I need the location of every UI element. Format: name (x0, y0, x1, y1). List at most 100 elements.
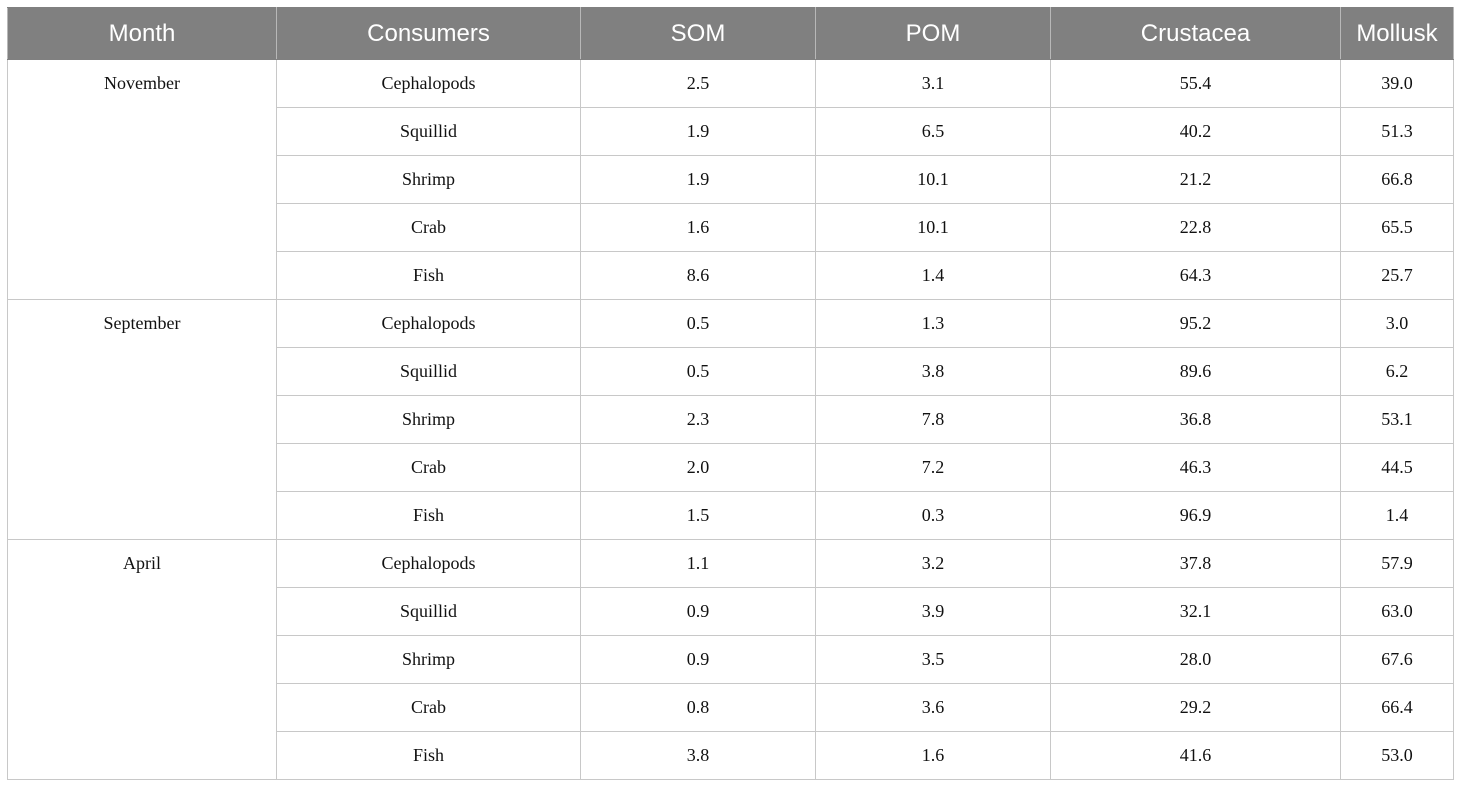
consumer-cell: Fish (276, 731, 581, 780)
header-month: Month (7, 7, 277, 60)
table-header: Month Consumers SOM POM Crustacea Mollus… (7, 7, 1454, 60)
consumer-cell: Crab (276, 683, 581, 732)
mollusk-cell: 67.6 (1340, 635, 1454, 684)
table-row: Fish 1.5 0.3 96.9 1.4 (7, 491, 1454, 540)
mollusk-cell: 44.5 (1340, 443, 1454, 492)
table-body: November Cephalopods 2.5 3.1 55.4 39.0 Squilli… (7, 59, 1454, 780)
som-cell: 0.9 (580, 587, 816, 636)
crustacea-cell: 22.8 (1050, 203, 1341, 252)
pom-cell: 10.1 (815, 155, 1051, 204)
month-cell (7, 587, 277, 636)
som-cell: 0.8 (580, 683, 816, 732)
pom-cell: 10.1 (815, 203, 1051, 252)
som-cell: 8.6 (580, 251, 816, 300)
mollusk-cell: 6.2 (1340, 347, 1454, 396)
mollusk-cell: 63.0 (1340, 587, 1454, 636)
data-table: Month Consumers SOM POM Crustacea Mollus… (7, 7, 1454, 780)
consumer-cell: Cephalopods (276, 539, 581, 588)
crustacea-cell: 37.8 (1050, 539, 1341, 588)
pom-cell: 1.4 (815, 251, 1051, 300)
som-cell: 0.5 (580, 347, 816, 396)
month-cell: April (7, 539, 277, 588)
month-cell (7, 635, 277, 684)
month-cell (7, 683, 277, 732)
crustacea-cell: 29.2 (1050, 683, 1341, 732)
pom-cell: 3.6 (815, 683, 1051, 732)
crustacea-cell: 32.1 (1050, 587, 1341, 636)
header-consumers: Consumers (276, 7, 581, 60)
mollusk-cell: 25.7 (1340, 251, 1454, 300)
table-row: Shrimp 2.3 7.8 36.8 53.1 (7, 395, 1454, 444)
mollusk-cell: 1.4 (1340, 491, 1454, 540)
month-cell (7, 251, 277, 300)
consumer-cell: Shrimp (276, 635, 581, 684)
table-row: Fish 8.6 1.4 64.3 25.7 (7, 251, 1454, 300)
crustacea-cell: 21.2 (1050, 155, 1341, 204)
som-cell: 1.6 (580, 203, 816, 252)
table-row: Squillid 0.5 3.8 89.6 6.2 (7, 347, 1454, 396)
consumer-cell: Cephalopods (276, 59, 581, 108)
table-row: Crab 1.6 10.1 22.8 65.5 (7, 203, 1454, 252)
consumer-cell: Fish (276, 251, 581, 300)
som-cell: 3.8 (580, 731, 816, 780)
mollusk-cell: 66.4 (1340, 683, 1454, 732)
table-row: November Cephalopods 2.5 3.1 55.4 39.0 (7, 59, 1454, 108)
som-cell: 0.9 (580, 635, 816, 684)
table-row: Crab 2.0 7.2 46.3 44.5 (7, 443, 1454, 492)
header-pom: POM (815, 7, 1051, 60)
crustacea-cell: 28.0 (1050, 635, 1341, 684)
month-cell (7, 443, 277, 492)
consumer-cell: Crab (276, 203, 581, 252)
consumer-cell: Cephalopods (276, 299, 581, 348)
table-row: Squillid 0.9 3.9 32.1 63.0 (7, 587, 1454, 636)
consumer-cell: Squillid (276, 107, 581, 156)
pom-cell: 7.8 (815, 395, 1051, 444)
crustacea-cell: 40.2 (1050, 107, 1341, 156)
table-row: Squillid 1.9 6.5 40.2 51.3 (7, 107, 1454, 156)
table-row: Shrimp 0.9 3.5 28.0 67.6 (7, 635, 1454, 684)
table-row: September Cephalopods 0.5 1.3 95.2 3.0 (7, 299, 1454, 348)
crustacea-cell: 64.3 (1050, 251, 1341, 300)
consumer-cell: Squillid (276, 347, 581, 396)
mollusk-cell: 3.0 (1340, 299, 1454, 348)
pom-cell: 7.2 (815, 443, 1051, 492)
month-cell (7, 395, 277, 444)
pom-cell: 1.3 (815, 299, 1051, 348)
mollusk-cell: 51.3 (1340, 107, 1454, 156)
som-cell: 2.0 (580, 443, 816, 492)
mollusk-cell: 57.9 (1340, 539, 1454, 588)
som-cell: 2.3 (580, 395, 816, 444)
crustacea-cell: 36.8 (1050, 395, 1341, 444)
table-row: Shrimp 1.9 10.1 21.2 66.8 (7, 155, 1454, 204)
mollusk-cell: 53.0 (1340, 731, 1454, 780)
crustacea-cell: 41.6 (1050, 731, 1341, 780)
pom-cell: 0.3 (815, 491, 1051, 540)
crustacea-cell: 55.4 (1050, 59, 1341, 108)
som-cell: 2.5 (580, 59, 816, 108)
month-cell (7, 107, 277, 156)
pom-cell: 3.9 (815, 587, 1051, 636)
header-mollusk: Mollusk (1340, 7, 1454, 60)
month-cell (7, 347, 277, 396)
month-cell: November (7, 59, 277, 108)
crustacea-cell: 89.6 (1050, 347, 1341, 396)
pom-cell: 3.1 (815, 59, 1051, 108)
table-row: Fish 3.8 1.6 41.6 53.0 (7, 731, 1454, 780)
consumer-cell: Shrimp (276, 155, 581, 204)
som-cell: 0.5 (580, 299, 816, 348)
mollusk-cell: 66.8 (1340, 155, 1454, 204)
crustacea-cell: 46.3 (1050, 443, 1341, 492)
som-cell: 1.9 (580, 107, 816, 156)
consumer-cell: Crab (276, 443, 581, 492)
month-cell (7, 155, 277, 204)
month-cell (7, 491, 277, 540)
som-cell: 1.9 (580, 155, 816, 204)
month-cell (7, 203, 277, 252)
month-cell (7, 731, 277, 780)
mollusk-cell: 39.0 (1340, 59, 1454, 108)
pom-cell: 3.2 (815, 539, 1051, 588)
table-row: April Cephalopods 1.1 3.2 37.8 57.9 (7, 539, 1454, 588)
consumer-cell: Shrimp (276, 395, 581, 444)
header-crustacea: Crustacea (1050, 7, 1341, 60)
mollusk-cell: 65.5 (1340, 203, 1454, 252)
